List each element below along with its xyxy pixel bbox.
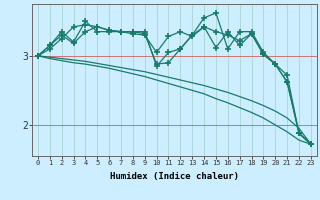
X-axis label: Humidex (Indice chaleur): Humidex (Indice chaleur) [110, 172, 239, 181]
